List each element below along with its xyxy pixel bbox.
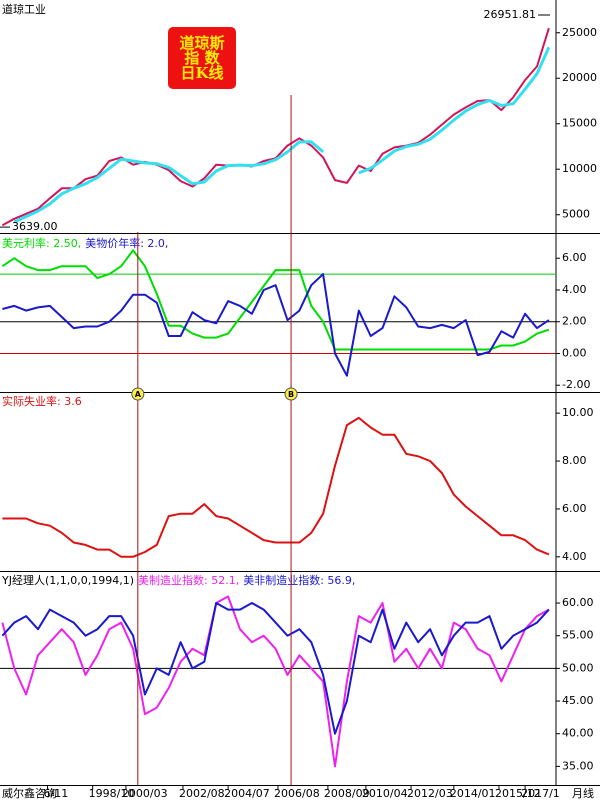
legend-entry: 实际失业率: 3.6 bbox=[2, 394, 82, 408]
legend-entry: 美制造业指数: 52.1, bbox=[138, 573, 239, 587]
panel-legend: YJ经理人(1,1,0,0,1994,1) 美制造业指数: 52.1, 美非制造业指… bbox=[1, 573, 355, 587]
y-tick-label: 5000 bbox=[562, 208, 590, 221]
x-tick-label: 2010/04 bbox=[362, 787, 408, 800]
legend-entry: 美元利率: 2.50, bbox=[2, 236, 81, 250]
x-tick-label: 2008/09 bbox=[324, 787, 370, 800]
y-tick-label: 40.00 bbox=[562, 727, 594, 740]
y-tick-label: 6.00 bbox=[562, 251, 587, 264]
x-tick-label: 2004/07 bbox=[224, 787, 270, 800]
badge: 道琼斯 指 数 日K线 bbox=[168, 27, 236, 89]
series-line bbox=[13, 46, 551, 224]
y-tick-label: 2.00 bbox=[562, 315, 587, 328]
series-line bbox=[1, 595, 550, 768]
x-tick-label: 2006/08 bbox=[274, 787, 320, 800]
panel-legend: 美元利率: 2.50, 美物价年率: 2.0, bbox=[2, 236, 168, 250]
x-tick-label: 2012/03 bbox=[407, 787, 453, 800]
y-tick-label: 25000 bbox=[562, 26, 597, 39]
badge-line: 日K线 bbox=[180, 64, 223, 82]
series-line bbox=[1, 249, 550, 351]
series-line bbox=[2, 273, 550, 377]
y-tick-label: 6.00 bbox=[562, 502, 587, 515]
y-tick-label: 4.00 bbox=[562, 550, 587, 563]
x-tick-label: 6/11 bbox=[44, 787, 69, 800]
x-tick-label: 2014/01 bbox=[450, 787, 496, 800]
marker-label: B bbox=[288, 390, 294, 399]
legend-entry: 美物价年率: 2.0, bbox=[85, 236, 168, 250]
brand: 威尔鑫咨询 bbox=[2, 786, 57, 800]
badge-box bbox=[168, 27, 236, 89]
y-tick-label: 10.00 bbox=[562, 406, 594, 419]
panel-legend: 实际失业率: 3.6 bbox=[2, 394, 82, 408]
y-tick-label: 45.00 bbox=[562, 694, 594, 707]
chart-title: 道琼工业 bbox=[2, 2, 46, 16]
annotation: 26951.81 bbox=[484, 8, 537, 21]
x-tick-label: 2017/1 bbox=[521, 787, 560, 800]
x-tick-label: 2015/12 bbox=[495, 787, 541, 800]
panel: 5000 10000 15000 20000 25000 26951.81 3639.00 bbox=[0, 8, 597, 233]
x-tick-label: 2000/03 bbox=[122, 787, 168, 800]
x-tick-label: 2002/08 bbox=[179, 787, 225, 800]
badge-line: 道琼斯 bbox=[179, 34, 224, 52]
annotation: 3639.00 bbox=[12, 220, 58, 233]
y-tick-label: 10000 bbox=[562, 162, 597, 175]
y-tick-label: 20000 bbox=[562, 71, 597, 84]
y-tick-label: 60.00 bbox=[562, 596, 594, 609]
panel: -2.00 0.00 2.00 4.00 6.00 美元利率: 2.50, 美物价年率: 2… bbox=[0, 236, 590, 391]
y-tick-label: 15000 bbox=[562, 117, 597, 130]
marker-label: A bbox=[135, 390, 142, 399]
panel-title: YJ经理人(1,1,0,0,1994,1) bbox=[1, 574, 134, 587]
badge-line: 指 数 bbox=[184, 49, 220, 67]
panel: 4.00 6.00 8.00 10.00 实际失业率: 3.6 bbox=[2, 394, 594, 563]
y-tick-label: 35.00 bbox=[562, 759, 594, 772]
x-tick-label: 1998/10 bbox=[89, 787, 135, 800]
y-tick-label: 55.00 bbox=[562, 629, 594, 642]
series-line bbox=[1, 602, 550, 735]
y-tick-label: 50.00 bbox=[562, 661, 594, 674]
marker-badge bbox=[284, 387, 298, 401]
y-tick-label: 4.00 bbox=[562, 283, 587, 296]
series-line bbox=[2, 416, 550, 558]
legend-entry: 美非制造业指数: 56.9, bbox=[243, 573, 355, 587]
period: 月线 bbox=[572, 786, 594, 800]
y-tick-label: 0.00 bbox=[562, 346, 587, 359]
y-tick-label: -2.00 bbox=[562, 378, 590, 391]
panel: 35.00 40.00 45.00 50.00 55.00 60.00 YJ经理人(1,1,… bbox=[0, 573, 594, 772]
y-tick-label: 8.00 bbox=[562, 454, 587, 467]
marker-badge bbox=[131, 387, 145, 401]
